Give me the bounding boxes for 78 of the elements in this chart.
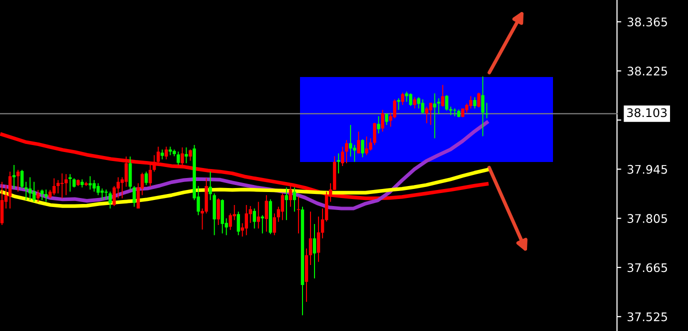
candlestick bbox=[244, 204, 248, 236]
candlestick bbox=[96, 182, 100, 196]
candlestick bbox=[340, 146, 344, 167]
candlestick bbox=[52, 178, 56, 196]
candlestick bbox=[336, 152, 340, 174]
candlestick bbox=[20, 169, 24, 189]
candlestick bbox=[108, 191, 112, 209]
candlestick bbox=[292, 186, 296, 212]
candlestick bbox=[381, 109, 384, 132]
candlestick bbox=[433, 92, 436, 139]
candlestick bbox=[316, 216, 320, 262]
candlestick bbox=[445, 94, 448, 112]
candlestick bbox=[360, 138, 364, 158]
candlestick bbox=[421, 98, 424, 114]
candlestick bbox=[312, 223, 316, 279]
candlestick bbox=[228, 212, 232, 230]
candlestick bbox=[156, 146, 160, 164]
candlestick bbox=[180, 146, 184, 166]
candlestick bbox=[216, 198, 220, 226]
candlestick bbox=[100, 188, 104, 201]
candlestick bbox=[373, 122, 376, 146]
candlestick bbox=[264, 194, 268, 232]
candlestick bbox=[40, 189, 44, 201]
candlestick bbox=[0, 181, 4, 226]
candlestick bbox=[260, 214, 264, 234]
y-tick-label: 37.805 bbox=[628, 214, 667, 223]
candlestick bbox=[401, 92, 404, 106]
y-tick-label: 38.225 bbox=[628, 66, 667, 76]
candlestick bbox=[16, 169, 20, 192]
candlestick bbox=[280, 192, 284, 221]
candlestick bbox=[272, 212, 276, 236]
candlestick bbox=[160, 149, 164, 160]
y-tick-label: 37.945 bbox=[628, 164, 667, 174]
candlestick bbox=[164, 146, 168, 160]
candlestick bbox=[437, 98, 440, 115]
candlestick bbox=[176, 151, 180, 166]
y-tick-label: 37.525 bbox=[628, 312, 667, 322]
candlestick bbox=[188, 149, 192, 162]
candlestick bbox=[44, 189, 48, 202]
y-tick-label: 38.365 bbox=[628, 17, 667, 26]
candlestick bbox=[256, 201, 260, 229]
candlestick bbox=[92, 180, 96, 192]
candlestick bbox=[393, 98, 396, 119]
candlestick bbox=[469, 96, 472, 109]
candlestick bbox=[344, 140, 348, 164]
candlestick bbox=[385, 112, 388, 126]
candlestick bbox=[409, 92, 412, 106]
candlestick bbox=[356, 131, 360, 154]
candlestick bbox=[88, 176, 92, 190]
candlestick bbox=[184, 146, 188, 164]
ref-line-label: 38.103 bbox=[627, 108, 667, 118]
candlestick bbox=[8, 171, 12, 209]
candlestick bbox=[28, 176, 32, 201]
candlestick bbox=[124, 156, 128, 188]
candlestick bbox=[152, 154, 156, 172]
candlestick bbox=[144, 171, 148, 186]
candlestick bbox=[296, 196, 300, 234]
candlestick bbox=[405, 91, 408, 102]
candlestick bbox=[308, 211, 312, 266]
candlestick bbox=[473, 96, 476, 109]
candlestick bbox=[12, 164, 16, 189]
candlestick bbox=[465, 103, 468, 114]
candlestick bbox=[441, 84, 444, 108]
y-tick-label: 37.665 bbox=[628, 263, 667, 272]
candlestick bbox=[220, 198, 224, 234]
candlestick bbox=[429, 102, 432, 126]
candlestick bbox=[481, 76, 484, 137]
candlestick bbox=[413, 96, 416, 109]
candlestick bbox=[252, 208, 256, 229]
candlestick bbox=[348, 124, 352, 158]
candlestick bbox=[36, 189, 40, 202]
candlestick bbox=[284, 186, 288, 221]
candlestick bbox=[397, 98, 400, 110]
candlestick bbox=[477, 92, 480, 108]
candlestick bbox=[425, 106, 428, 124]
candlestick bbox=[32, 181, 36, 202]
candlestick bbox=[236, 211, 240, 236]
candlestick bbox=[364, 136, 368, 156]
